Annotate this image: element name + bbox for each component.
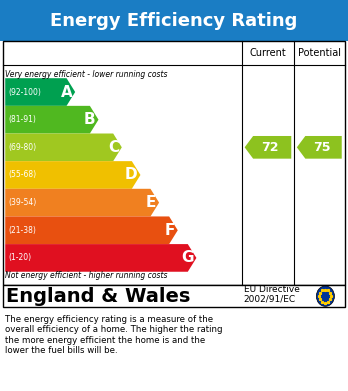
Text: C: C xyxy=(108,140,119,155)
Polygon shape xyxy=(5,78,75,106)
Polygon shape xyxy=(5,106,98,133)
Text: Potential: Potential xyxy=(298,48,341,58)
Polygon shape xyxy=(5,244,196,272)
Polygon shape xyxy=(297,136,342,159)
Text: England & Wales: England & Wales xyxy=(6,287,191,306)
Polygon shape xyxy=(5,217,178,244)
Text: EU Directive
2002/91/EC: EU Directive 2002/91/EC xyxy=(244,285,300,304)
Text: (69-80): (69-80) xyxy=(8,143,36,152)
Text: 75: 75 xyxy=(313,141,330,154)
Text: The energy efficiency rating is a measure of the
overall efficiency of a home. T: The energy efficiency rating is a measur… xyxy=(5,315,223,355)
Text: (55-68): (55-68) xyxy=(8,170,36,179)
Text: Energy Efficiency Rating: Energy Efficiency Rating xyxy=(50,11,298,30)
Text: Current: Current xyxy=(250,48,286,58)
Text: (39-54): (39-54) xyxy=(8,198,36,207)
Polygon shape xyxy=(5,133,122,161)
Text: E: E xyxy=(146,195,156,210)
Text: Not energy efficient - higher running costs: Not energy efficient - higher running co… xyxy=(5,271,168,280)
Text: (21-38): (21-38) xyxy=(8,226,36,235)
Bar xyxy=(3,285,345,307)
Text: F: F xyxy=(165,223,175,238)
Text: B: B xyxy=(84,112,96,127)
Polygon shape xyxy=(5,161,141,189)
Text: A: A xyxy=(61,84,72,100)
Text: Very energy efficient - lower running costs: Very energy efficient - lower running co… xyxy=(5,70,168,79)
Polygon shape xyxy=(5,189,159,217)
Text: 72: 72 xyxy=(261,141,279,154)
Polygon shape xyxy=(245,136,291,159)
Text: (92-100): (92-100) xyxy=(8,88,41,97)
Bar xyxy=(3,41,345,285)
Text: G: G xyxy=(181,250,193,265)
Bar xyxy=(0,0,348,41)
Circle shape xyxy=(316,286,334,307)
Text: D: D xyxy=(125,167,138,183)
Text: (1-20): (1-20) xyxy=(8,253,31,262)
Text: (81-91): (81-91) xyxy=(8,115,36,124)
